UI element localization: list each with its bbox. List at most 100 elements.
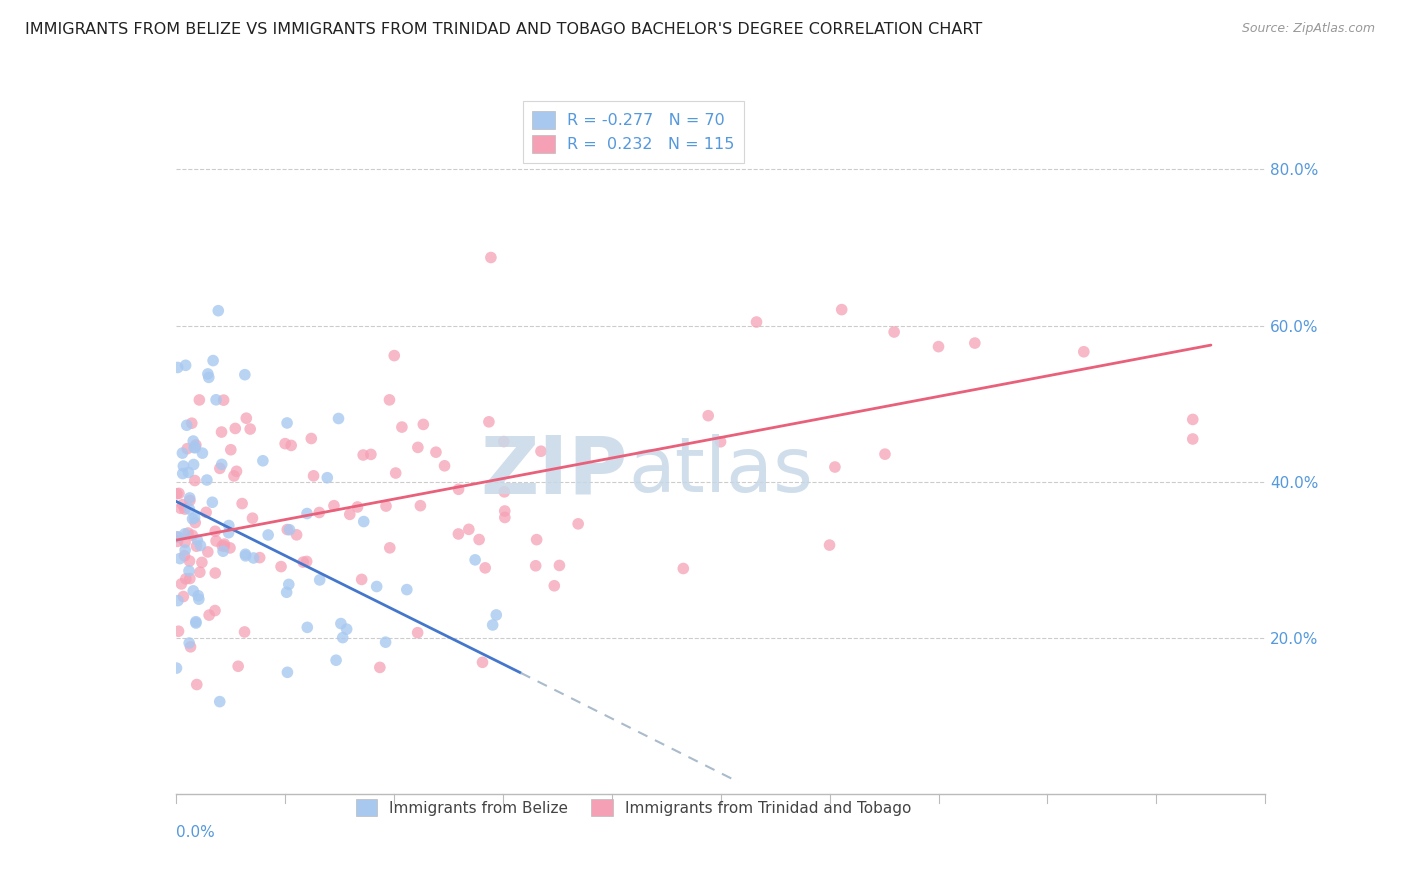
Point (567, 516, 589, 531)
Point (167, 593, 190, 607)
Point (195, 473, 218, 487)
Point (174, 543, 197, 558)
Point (433, 458, 456, 473)
Point (308, 506, 330, 520)
Point (412, 417, 434, 432)
Point (181, 512, 204, 526)
Point (212, 544, 235, 558)
Point (179, 636, 201, 650)
Point (208, 695, 231, 709)
Point (257, 528, 280, 542)
Text: ZIP: ZIP (481, 432, 628, 510)
Point (374, 635, 396, 649)
Point (176, 442, 198, 456)
Point (219, 541, 242, 555)
Point (177, 564, 200, 578)
Point (302, 468, 325, 483)
Point (231, 497, 253, 511)
Point (184, 516, 207, 530)
Point (170, 577, 193, 591)
Point (329, 616, 352, 631)
Point (471, 656, 494, 670)
Point (173, 526, 195, 541)
Point (242, 551, 264, 566)
Point (219, 442, 242, 457)
Text: IMMIGRANTS FROM BELIZE VS IMMIGRANTS FROM TRINIDAD AND TOBAGO BACHELOR'S DEGREE : IMMIGRANTS FROM BELIZE VS IMMIGRANTS FRO… (25, 22, 983, 37)
Point (224, 421, 246, 435)
Point (172, 446, 194, 460)
Point (191, 555, 214, 569)
Point (346, 500, 368, 514)
Point (382, 349, 405, 363)
Point (166, 360, 188, 375)
Point (548, 558, 571, 573)
Point (395, 582, 418, 597)
Legend: Immigrants from Belize, Immigrants from Trinidad and Tobago: Immigrants from Belize, Immigrants from … (349, 791, 918, 824)
Point (464, 553, 486, 567)
Point (824, 460, 846, 475)
Point (179, 554, 201, 568)
Point (183, 510, 205, 524)
Point (166, 530, 188, 544)
Point (235, 411, 257, 425)
Point (425, 445, 447, 459)
Point (169, 551, 191, 566)
Point (184, 615, 207, 629)
Point (697, 409, 720, 423)
Point (378, 392, 401, 407)
Point (332, 631, 354, 645)
Point (336, 622, 359, 636)
Point (447, 527, 470, 541)
Point (710, 434, 733, 449)
Point (172, 590, 194, 604)
Point (299, 432, 322, 446)
Point (180, 640, 202, 654)
Point (235, 549, 257, 563)
Point (166, 487, 188, 501)
Point (474, 561, 496, 575)
Point (225, 464, 247, 478)
Point (745, 315, 768, 329)
Point (366, 580, 388, 594)
Point (204, 566, 226, 580)
Point (205, 392, 228, 407)
Point (202, 353, 225, 368)
Point (211, 425, 233, 439)
Point (184, 615, 207, 630)
Point (211, 458, 233, 472)
Point (530, 444, 553, 458)
Point (174, 359, 197, 373)
Point (188, 565, 211, 579)
Point (222, 469, 245, 483)
Point (352, 448, 374, 462)
Point (328, 411, 350, 425)
Point (831, 302, 853, 317)
Point (276, 523, 298, 537)
Point (1073, 344, 1095, 359)
Point (391, 420, 413, 434)
Point (180, 416, 202, 430)
Point (494, 510, 516, 524)
Point (239, 422, 262, 436)
Point (409, 499, 432, 513)
Point (276, 585, 298, 599)
Point (179, 572, 201, 586)
Point (468, 533, 491, 547)
Point (172, 467, 194, 481)
Point (188, 392, 211, 407)
Point (166, 661, 188, 675)
Point (384, 466, 406, 480)
Point (214, 539, 236, 553)
Point (177, 526, 200, 541)
Point (292, 555, 315, 569)
Point (494, 504, 516, 518)
Point (492, 434, 515, 449)
Point (214, 537, 236, 551)
Point (928, 340, 950, 354)
Point (285, 528, 308, 542)
Point (873, 447, 896, 461)
Point (526, 533, 548, 547)
Point (184, 474, 207, 488)
Point (187, 592, 209, 607)
Point (197, 545, 219, 559)
